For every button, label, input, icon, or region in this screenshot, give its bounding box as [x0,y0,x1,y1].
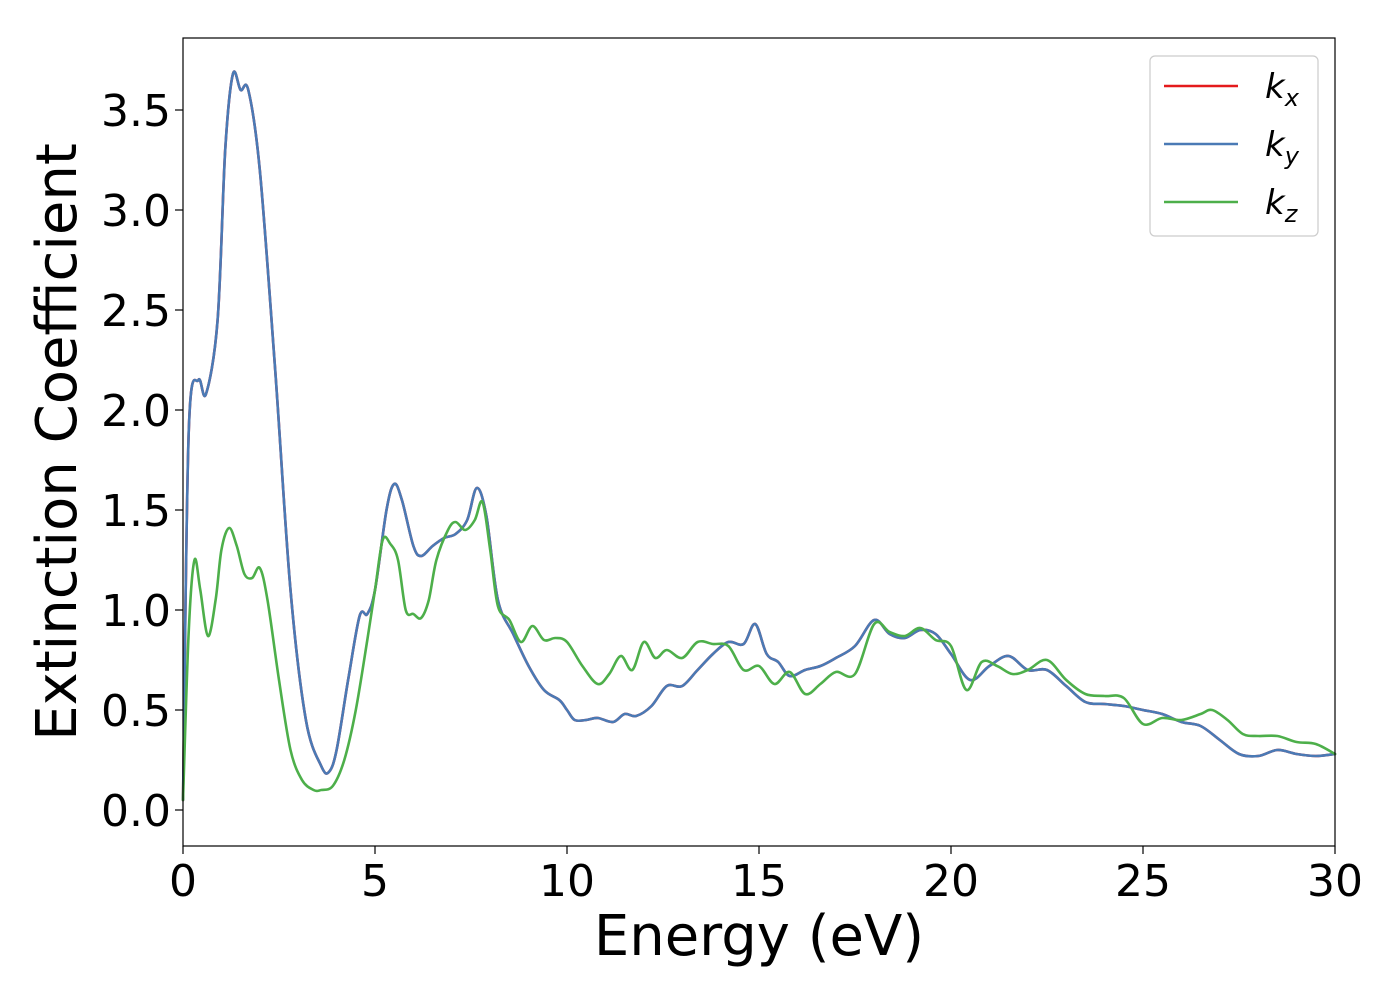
legend-label-kz: kz [1265,183,1299,228]
x-tick-label: 0 [169,856,197,907]
x-tick-label: 25 [1115,856,1171,907]
y-tick-label: 1.5 [101,486,171,537]
y-tick-label: 2.0 [101,386,171,437]
x-axis-ticks: 0 5 10 15 20 25 30 [169,846,1363,907]
legend: kx ky kz [1149,55,1319,237]
x-tick-label: 5 [361,856,389,907]
series-line-kz [181,499,1337,802]
series-line-ky [181,70,1337,802]
legend-label-kx: kx [1265,67,1300,112]
plot-background [183,38,1335,846]
y-axis-ticks: 0.0 0.5 1.0 1.5 2.0 2.5 3.0 3.5 [101,86,183,837]
y-tick-label: 2.5 [101,286,171,337]
x-tick-label: 30 [1307,856,1363,907]
legend-box [1149,55,1319,237]
y-tick-label: 0.0 [101,786,171,837]
y-tick-label: 3.0 [101,186,171,237]
y-axis-label: Extinction Coefficient [25,143,90,741]
x-tick-label: 10 [539,856,595,907]
x-axis-label: Energy (eV) [594,904,924,969]
series-layer [181,70,1337,802]
legend-label-ky: ky [1265,125,1300,170]
x-tick-label: 20 [923,856,979,907]
y-tick-label: 3.5 [101,86,171,137]
y-tick-label: 0.5 [101,686,171,737]
y-tick-label: 1.0 [101,586,171,637]
x-tick-label: 15 [731,856,787,907]
